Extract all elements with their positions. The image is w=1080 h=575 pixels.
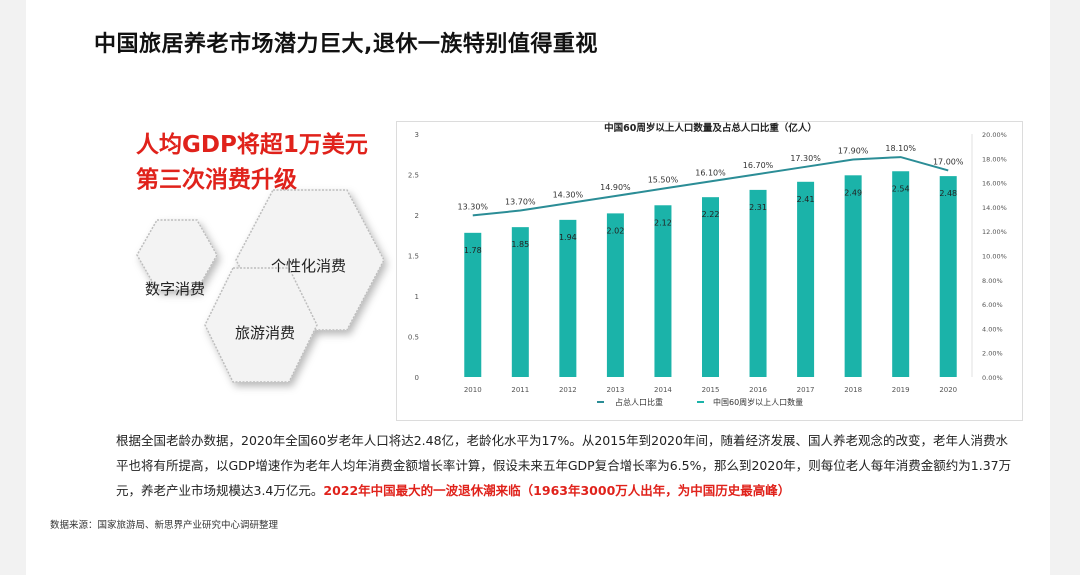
headline-consumption-upgrade: 第三次消费升级 [136, 167, 297, 193]
y2-tick-label: 18.00% [982, 155, 1007, 163]
y-tick-label: 2 [415, 212, 419, 220]
bar-2014 [654, 205, 672, 377]
line-value-label: 13.30% [458, 202, 489, 211]
x-tick-label: 2020 [939, 386, 957, 394]
line-value-label: 17.90% [838, 147, 869, 156]
line-value-label: 14.30% [553, 190, 584, 199]
headline-gdp: 人均GDP将超1万美元 [136, 132, 368, 158]
x-tick-label: 2019 [892, 386, 910, 394]
y2-tick-label: 14.00% [982, 204, 1007, 212]
hex-label-personalized: 个性化消费 [271, 257, 347, 275]
y2-tick-label: 2.00% [982, 350, 1003, 358]
x-tick-label: 2015 [702, 386, 720, 394]
bar-2015 [702, 197, 719, 377]
x-tick-label: 2013 [606, 386, 624, 394]
bar-value-label: 2.12 [654, 218, 672, 227]
y-tick-label: 0.5 [408, 334, 419, 342]
x-tick-label: 2016 [749, 386, 767, 394]
y2-tick-label: 0.00% [982, 374, 1003, 382]
line-value-label: 13.70% [505, 198, 536, 207]
body-text: 根据全国老龄办数据，2020年全国60岁老年人口将达2.48亿，老龄化水平为17… [116, 433, 1012, 498]
hexagon-digital [136, 219, 218, 291]
bar-value-label: 2.54 [892, 184, 910, 193]
chart-title: 中国60周岁以上人口数量及占总人口比重（亿人） [604, 122, 817, 134]
bar-2012 [559, 219, 577, 377]
y-tick-label: 0 [415, 374, 419, 382]
page-title: 中国旅居养老市场潜力巨大,退休一族特别值得重视 [94, 32, 598, 57]
hexagon-tourism [204, 267, 318, 383]
bar-2011 [511, 227, 529, 377]
bar-2017 [797, 181, 815, 377]
bar-value-label: 2.49 [844, 188, 862, 197]
hexagon-graphic: 数字消费 个性化消费 旅游消费 [121, 189, 391, 400]
line-value-label: 17.30% [790, 154, 821, 163]
x-tick-label: 2018 [844, 386, 862, 394]
percentage-line [472, 156, 949, 217]
line-value-label: 14.90% [600, 183, 631, 192]
bar-2016 [749, 189, 767, 377]
bar-value-label: 2.48 [939, 189, 957, 198]
bar-value-label: 1.94 [559, 233, 577, 242]
y-tick-label: 1.5 [408, 253, 419, 261]
y-tick-label: 2.5 [408, 172, 419, 180]
x-tick-label: 2012 [559, 386, 577, 394]
bar-2020 [939, 176, 957, 377]
y2-tick-label: 4.00% [982, 325, 1003, 333]
line-value-label: 15.50% [648, 176, 679, 185]
bar-value-label: 1.78 [464, 246, 482, 255]
slide: 中国旅居养老市场潜力巨大,退休一族特别值得重视 人均GDP将超1万美元 第三次消… [26, 0, 1050, 575]
bar-value-label: 2.02 [607, 226, 625, 235]
line-value-label: 16.10% [695, 168, 726, 177]
x-tick-label: 2014 [654, 386, 672, 394]
hex-label-digital: 数字消费 [145, 280, 206, 298]
chart-svg: 中国60周岁以上人口数量及占总人口比重（亿人） 0 0.5 1 1.5 2 2.5 3 0.00… [408, 122, 1007, 407]
bar-2013 [606, 213, 624, 377]
y-tick-label: 1 [415, 293, 419, 301]
x-tick-label: 2017 [797, 386, 815, 394]
y-tick-label: 3 [415, 131, 419, 139]
line-value-label: 17.00% [933, 157, 964, 166]
y2-tick-label: 8.00% [982, 277, 1003, 285]
bar-value-label: 2.31 [749, 203, 767, 212]
bar-2010 [464, 232, 482, 377]
hexagon-shapes [136, 189, 385, 383]
y2-tick-label: 10.00% [982, 253, 1007, 261]
x-tick-label: 2011 [511, 386, 529, 394]
y2-tick-label: 6.00% [982, 301, 1003, 309]
legend-line-label: 占总人口比重 [615, 397, 663, 407]
bar-value-label: 2.41 [797, 195, 815, 204]
bar-2018 [844, 175, 862, 377]
bar-value-label: 1.85 [511, 240, 529, 249]
line-value-label: 16.70% [743, 161, 774, 170]
body-highlight: 2022年中国最大的一波退休潮来临（1963年3000万人出年，为中国历史最高峰… [323, 483, 791, 498]
y2-tick-label: 12.00% [982, 228, 1007, 236]
legend-bar-label: 中国60周岁以上人口数量 [713, 397, 803, 407]
x-tick-label: 2010 [464, 386, 482, 394]
bar-2019 [892, 171, 910, 377]
hex-label-tourism: 旅游消费 [235, 324, 296, 342]
line-value-label: 18.10% [885, 144, 916, 153]
y2-tick-label: 20.00% [982, 131, 1007, 139]
body-paragraph: 根据全国老龄办数据，2020年全国60岁老年人口将达2.48亿，老龄化水平为17… [116, 428, 1016, 503]
bar-value-label: 2.22 [702, 210, 720, 219]
population-chart: 中国60周岁以上人口数量及占总人口比重（亿人） 0 0.5 1 1.5 2 2.5 3 0.00… [396, 121, 1023, 421]
data-source: 数据来源：国家旅游局、新思界产业研究中心调研整理 [50, 520, 279, 531]
y2-tick-label: 16.00% [982, 180, 1007, 188]
